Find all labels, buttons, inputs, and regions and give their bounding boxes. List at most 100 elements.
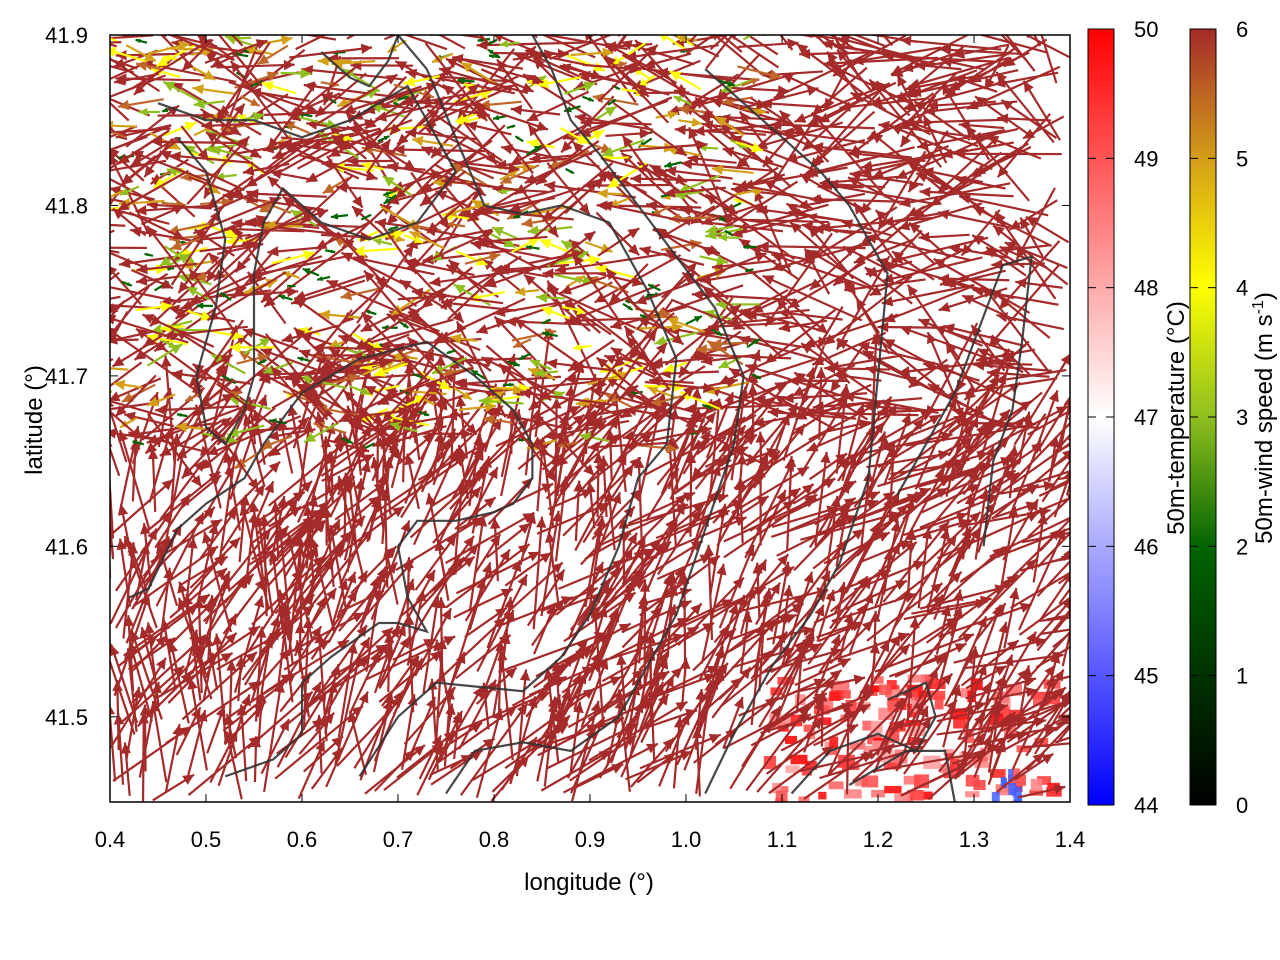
wind-vector-head bbox=[483, 497, 496, 509]
wind-vector-head bbox=[817, 336, 828, 349]
wind-vector-head bbox=[376, 566, 387, 579]
wind-vector-head bbox=[536, 173, 548, 185]
wind-vector-head bbox=[994, 18, 1006, 28]
wind-vector-head bbox=[847, 177, 860, 187]
wind-vector-head bbox=[961, 436, 973, 449]
wind-vector-head bbox=[756, 375, 761, 379]
wind-vector-head bbox=[750, 349, 761, 362]
wind-vector-head bbox=[751, 303, 764, 313]
wind-vector bbox=[1024, 35, 1070, 59]
wind-vector-head bbox=[530, 359, 541, 369]
wind-vector bbox=[973, 363, 1053, 373]
wind-vector-head bbox=[1121, 607, 1132, 617]
wind-vector-head bbox=[1071, 589, 1083, 600]
wind-vector-head bbox=[331, 58, 343, 69]
wind-vector-head bbox=[147, 528, 157, 541]
wind-vector-head bbox=[728, 231, 733, 236]
wind-vector-head bbox=[561, 688, 572, 701]
wind-vector-head bbox=[604, 55, 617, 68]
wind-vector bbox=[587, 670, 670, 721]
wind-vector bbox=[514, 140, 600, 196]
wind-vector-head bbox=[639, 245, 652, 257]
wind-vector bbox=[149, 253, 227, 327]
wind-vector-head bbox=[592, 93, 605, 104]
wind-vector bbox=[1047, 675, 1070, 684]
wind-vector bbox=[213, 234, 264, 282]
wind-vector bbox=[445, 543, 531, 609]
wind-vector bbox=[903, 118, 1010, 124]
wind-vector-head bbox=[726, 377, 738, 388]
wind-vector bbox=[764, 308, 837, 365]
wind-vector-head bbox=[209, 23, 220, 35]
wind-vector bbox=[299, 154, 378, 180]
wind-vector-head bbox=[1044, 724, 1056, 735]
wind-vector-head bbox=[138, 24, 150, 34]
wind-vector-head bbox=[203, 506, 215, 519]
wind-vector-head bbox=[510, 104, 523, 116]
wind-vector-head bbox=[331, 747, 343, 760]
wind-vector-head bbox=[238, 136, 250, 148]
wind-vector-head bbox=[193, 98, 205, 109]
wind-vector bbox=[438, 67, 529, 95]
wind-vector bbox=[995, 442, 1070, 497]
wind-vector bbox=[110, 251, 151, 271]
wind-vector-head bbox=[438, 379, 451, 390]
wind-vector-head bbox=[325, 588, 337, 601]
wind-vector bbox=[992, 224, 1069, 286]
wind-vector bbox=[966, 445, 995, 516]
wind-vector-head bbox=[870, 610, 881, 622]
temperature-cell bbox=[828, 781, 844, 790]
wind-vector-head bbox=[669, 71, 682, 82]
wind-vector-head bbox=[292, 284, 296, 288]
wind-vector-head bbox=[510, 155, 523, 165]
wind-vector-head bbox=[812, 401, 825, 412]
temperature-cell bbox=[907, 789, 924, 801]
wind-vector bbox=[1025, 723, 1070, 771]
wind-vector bbox=[296, 495, 317, 591]
wind-vector bbox=[424, 228, 520, 248]
wind-vector-head bbox=[666, 443, 678, 454]
wind-vector-head bbox=[156, 56, 169, 67]
wind-vector bbox=[859, 152, 948, 175]
wind-vector bbox=[641, 516, 747, 563]
wind-vector bbox=[354, 304, 427, 351]
wind-vector-head bbox=[192, 84, 204, 95]
temperature-cell bbox=[886, 680, 897, 692]
wind-vector-head bbox=[223, 17, 235, 27]
wind-vector bbox=[592, 571, 647, 620]
wind-vector-head bbox=[966, 99, 979, 110]
wind-vector-head bbox=[439, 66, 451, 77]
wind-vector bbox=[424, 42, 488, 122]
wind-vector-head bbox=[133, 83, 146, 95]
wind-vector bbox=[881, 283, 975, 305]
wind-vector-head bbox=[243, 328, 255, 338]
temperature-cell-cool bbox=[1000, 777, 1007, 788]
wind-vector bbox=[1025, 690, 1070, 757]
wind-vector bbox=[1061, 628, 1070, 667]
wind-vector bbox=[982, 285, 1051, 374]
wind-vector-head bbox=[1006, 574, 1019, 586]
wind-vector-head bbox=[386, 213, 399, 225]
wind-vector-head bbox=[1020, 217, 1031, 230]
wind-vector-head bbox=[336, 182, 348, 193]
wind-vector-head bbox=[668, 110, 678, 120]
wind-vector bbox=[163, 325, 248, 338]
wind-vector bbox=[541, 444, 555, 527]
wind-vector-head bbox=[703, 544, 715, 556]
wind-vector-head bbox=[487, 467, 498, 480]
wind-vector bbox=[110, 367, 129, 371]
wind-vector-head bbox=[434, 331, 447, 342]
wind-vector-head bbox=[1019, 400, 1032, 412]
wind-vector bbox=[733, 427, 833, 490]
wind-vector-head bbox=[404, 614, 415, 626]
wind-vector-head bbox=[117, 200, 130, 211]
wind-vector bbox=[504, 723, 569, 769]
wind-vector bbox=[625, 750, 692, 781]
temperature-cell bbox=[777, 676, 795, 685]
wind-vector bbox=[835, 255, 891, 350]
wind-vector-head bbox=[1016, 247, 1027, 260]
wind-vector-head bbox=[928, 414, 941, 425]
wind-vector bbox=[750, 489, 787, 562]
wind-vector bbox=[342, 85, 422, 114]
wind-vector-head bbox=[768, 19, 780, 29]
